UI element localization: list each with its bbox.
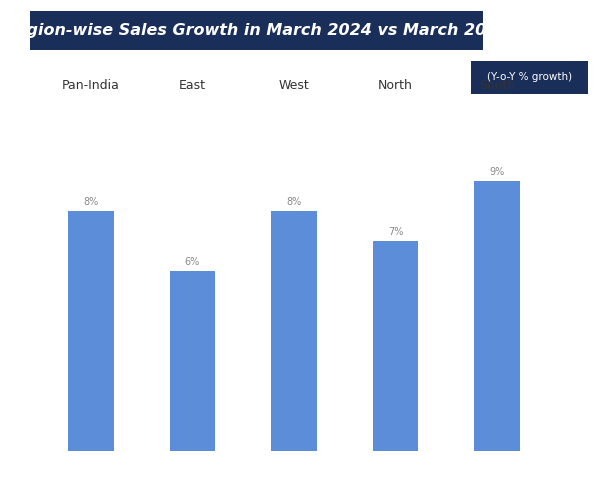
- Bar: [68, 211, 114, 451]
- Text: Region-wise Sales Growth in March 2024 vs March 2023: Region-wise Sales Growth in March 2024 v…: [4, 23, 509, 38]
- Text: 6%: 6%: [185, 257, 200, 267]
- Bar: [271, 211, 317, 451]
- Bar: [373, 241, 418, 451]
- Text: 8%: 8%: [83, 197, 98, 207]
- Text: 7%: 7%: [388, 227, 403, 237]
- Text: (Y-o-Y % growth): (Y-o-Y % growth): [487, 72, 572, 82]
- Text: 8%: 8%: [286, 197, 302, 207]
- Text: 9%: 9%: [490, 167, 505, 177]
- Bar: [474, 181, 520, 451]
- Bar: [170, 271, 215, 451]
